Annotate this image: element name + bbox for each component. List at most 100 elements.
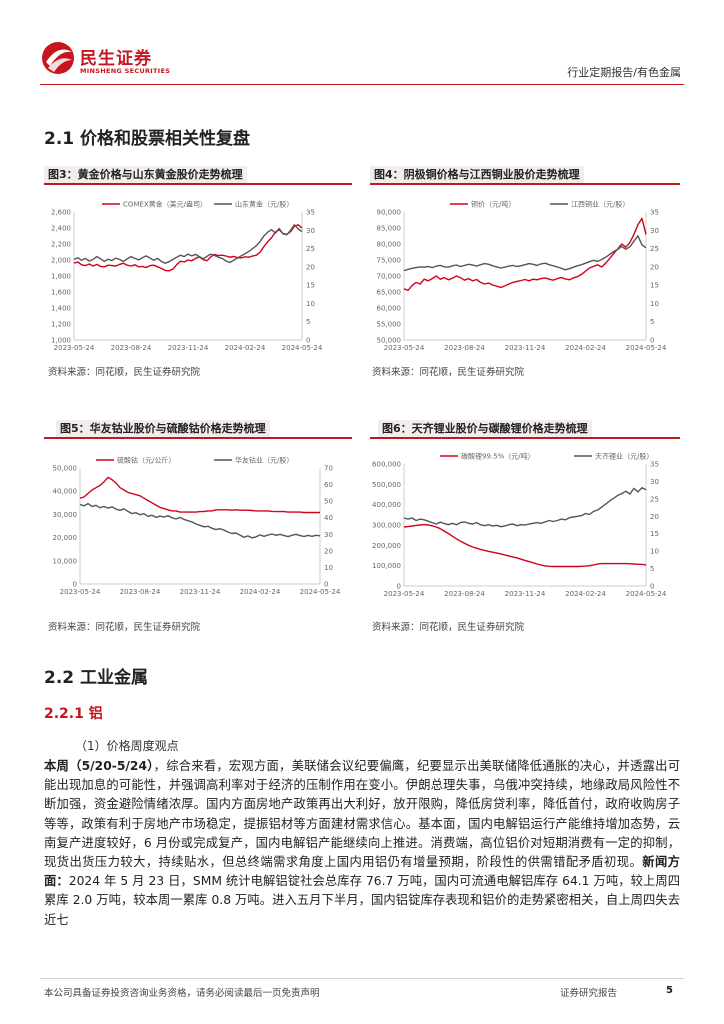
figure-6-chart: 600,000 500,000 400,000 300,000 200,000 100,0…: [368, 452, 680, 607]
x-tick-label: 2023-05-24: [384, 590, 425, 598]
legend-label: 碳酸锂99.5%（元/吨）: [461, 452, 535, 461]
right-tick-label: 30: [650, 227, 659, 235]
x-tick-label: 2023-05-24: [60, 588, 101, 596]
right-tick-label: 30: [306, 227, 315, 235]
right-tick-label: 60: [324, 481, 333, 489]
brand-name-en: MINSHENG SECURITIES: [80, 67, 171, 75]
right-tick-label: 30: [650, 478, 659, 486]
left-tick-label: 200,000: [372, 542, 401, 550]
figure-6-chart-svg: 600,000 500,000 400,000 300,000 200,000 100,0…: [372, 452, 667, 599]
left-tick-label: 30,000: [53, 511, 78, 519]
right-tick-label: 10: [650, 548, 659, 556]
left-tick-label: 0: [73, 581, 77, 589]
right-tick-label: 20: [650, 263, 659, 271]
x-tick-label: 2023-05-24: [384, 344, 425, 352]
left-tick-label: 65,000: [377, 289, 402, 297]
right-tick-label: 10: [650, 300, 659, 308]
right-tick-label: 15: [306, 282, 315, 290]
left-tick-label: 0: [397, 583, 401, 591]
figure-4-source: 资料来源：同花顺，民生证券研究院: [372, 367, 525, 378]
x-tick-label: 2023-08-24: [444, 590, 485, 598]
figure-6-source: 资料来源：同花顺，民生证券研究院: [372, 622, 525, 633]
footer-report-label: 证券研究报告: [560, 988, 618, 999]
figure-3-title: 图3：黄金价格与山东黄金股价走势梳理: [44, 166, 247, 183]
x-tick-label: 2024-05-24: [626, 344, 667, 352]
legend-label: 天齐锂业（元/股）: [595, 452, 653, 461]
figure-3-source: 资料来源：同花顺，民生证券研究院: [48, 367, 201, 378]
body-paragraph: 本周（5/20-5/24），综合来看，宏观方面，美联储会议纪要偏鹰，纪要显示出美…: [44, 757, 680, 930]
figure-4-chart-svg: 90,000 85,000 80,000 75,000 70,000 65,000 60,0…: [377, 200, 667, 353]
x-tick-label: 2024-05-24: [300, 588, 341, 596]
left-tick-label: 1,400: [51, 305, 71, 313]
legend-label: 山东黄金（元/股）: [235, 200, 293, 209]
footer-divider: [40, 978, 684, 979]
right-tick-label: 40: [324, 514, 333, 522]
report-type: 行业定期报告/有色金属: [567, 66, 681, 79]
right-tick-label: 70: [324, 465, 333, 473]
left-tick-label: 55,000: [377, 321, 402, 329]
x-tick-label: 2023-05-24: [54, 344, 95, 352]
series-line: [403, 235, 647, 272]
right-tick-label: 35: [306, 209, 315, 217]
x-tick-label: 2024-05-24: [282, 344, 323, 352]
right-tick-label: 15: [650, 282, 659, 290]
right-tick-label: 30: [324, 531, 333, 539]
right-tick-label: 5: [306, 318, 310, 326]
x-tick-label: 2023-11-24: [168, 344, 209, 352]
series-line: [403, 487, 647, 528]
left-tick-label: 75,000: [377, 257, 402, 265]
left-tick-label: 10,000: [53, 557, 78, 565]
minsheng-logo-icon: [42, 42, 74, 74]
right-tick-label: 0: [650, 583, 654, 591]
left-tick-label: 1,200: [51, 321, 71, 329]
figure-5-source: 资料来源：同花顺，民生证券研究院: [48, 622, 201, 633]
series-line: [403, 523, 647, 568]
legend-label: 硫酸钴（元/公斤）: [117, 456, 175, 465]
left-tick-label: 90,000: [377, 209, 402, 217]
figure-5-title: 图5：华友钴业股价与硫酸钴价格走势梳理: [56, 420, 270, 437]
left-tick-label: 20,000: [53, 534, 78, 542]
right-tick-label: 10: [306, 300, 315, 308]
left-tick-label: 2,400: [51, 225, 71, 233]
x-tick-label: 2024-02-24: [565, 344, 606, 352]
right-tick-label: 35: [650, 209, 659, 217]
minsheng-logo: 民生证券 MINSHENG SECURITIES: [40, 40, 190, 80]
right-tick-label: 15: [650, 530, 659, 538]
x-tick-label: 2024-02-24: [565, 590, 606, 598]
subsection-title-aluminum: 2.2.1 铝: [44, 706, 103, 722]
legend-label: COMEX黄金（美元/盎司）: [123, 200, 207, 209]
x-tick-label: 2023-11-24: [180, 588, 221, 596]
legend-label: 铜价（元/吨）: [471, 200, 515, 209]
header-divider: [40, 84, 684, 85]
brand-name-cn: 民生证券: [80, 49, 152, 69]
left-tick-label: 2,000: [51, 257, 71, 265]
body-part-1: ，综合来看，宏观方面，美联储会议纪要偏鹰，纪要显示出美联储降低通胀的决心，并透露…: [44, 759, 680, 870]
left-tick-label: 1,000: [51, 337, 71, 345]
left-tick-label: 80,000: [377, 241, 402, 249]
x-tick-label: 2023-08-24: [120, 588, 161, 596]
x-tick-label: 2024-02-24: [240, 588, 281, 596]
figure-6-rule: [370, 437, 680, 439]
left-tick-label: 50,000: [53, 465, 78, 473]
right-tick-label: 0: [306, 337, 310, 345]
legend-label: 华友钴业（元/股）: [235, 456, 293, 465]
section-title-2-2: 2.2 工业金属: [44, 668, 149, 688]
left-tick-label: 2,200: [51, 241, 71, 249]
left-tick-label: 40,000: [53, 488, 78, 496]
figure-6-title: 图6：天齐锂业股价与碳酸锂价格走势梳理: [378, 420, 592, 437]
figure-4-chart: 90,000 85,000 80,000 75,000 70,000 65,000 60,0…: [368, 194, 680, 356]
right-tick-label: 20: [324, 547, 333, 555]
left-tick-label: 1,600: [51, 289, 71, 297]
figure-4-title: 图4：阴极铜价格与江西铜业股价走势梳理: [370, 166, 584, 183]
left-tick-label: 70,000: [377, 273, 402, 281]
legend-label: 江西铜业（元/股）: [571, 200, 629, 209]
left-tick-label: 1,800: [51, 273, 71, 281]
right-tick-label: 20: [650, 513, 659, 521]
left-tick-label: 50,000: [377, 337, 402, 345]
x-tick-label: 2023-11-24: [505, 590, 546, 598]
left-tick-label: 60,000: [377, 305, 402, 313]
x-tick-label: 2023-08-24: [111, 344, 152, 352]
x-tick-label: 2023-08-24: [444, 344, 485, 352]
right-tick-label: 0: [650, 337, 654, 345]
right-tick-label: 5: [650, 565, 654, 573]
